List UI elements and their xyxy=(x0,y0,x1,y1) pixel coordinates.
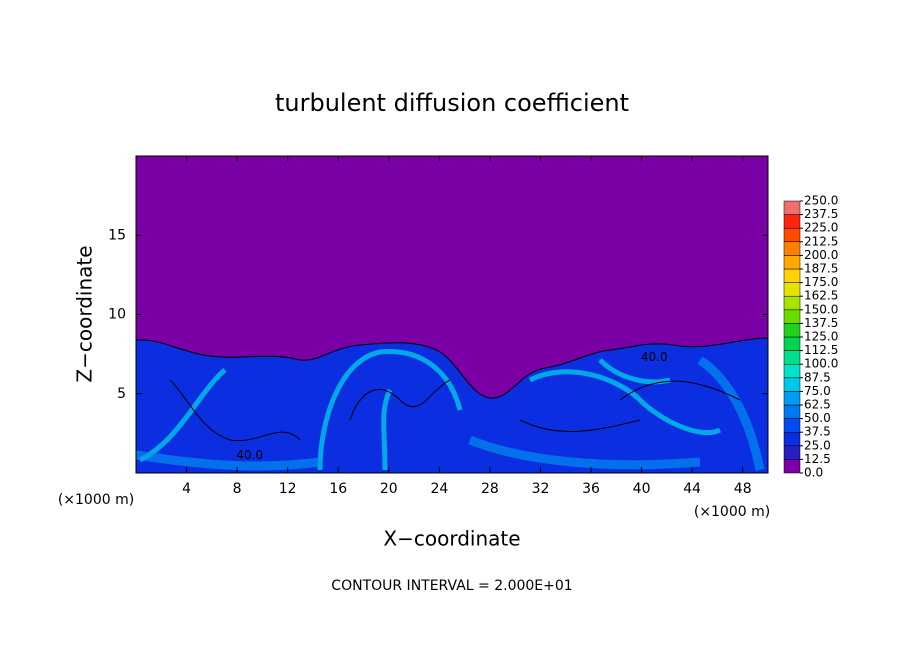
x-units: (×1000 m) xyxy=(58,492,134,508)
colorbar-label: 25.0 xyxy=(804,438,831,452)
colorbar-label: 112.5 xyxy=(804,343,838,357)
x-tick-label: 40 xyxy=(633,481,651,497)
colorbar-label: 237.5 xyxy=(804,207,838,221)
colorbar-box xyxy=(783,241,801,256)
colorbar-box xyxy=(783,268,801,283)
colorbar-box xyxy=(783,391,801,406)
colorbar-box xyxy=(783,404,801,419)
y-axis-label: Z−coordinate xyxy=(73,245,97,382)
x-tick-label: 28 xyxy=(481,481,499,497)
colorbar-box xyxy=(783,227,801,243)
x-tick-label: 4 xyxy=(182,481,191,497)
y-tick-label: 10 xyxy=(108,307,126,323)
field xyxy=(136,156,768,473)
colorbar-box xyxy=(783,445,801,460)
colorbar-label: 225.0 xyxy=(804,221,838,235)
colorbar-box xyxy=(783,295,801,311)
colorbar-label: 75.0 xyxy=(804,384,831,398)
colorbar-label: 37.5 xyxy=(804,425,831,439)
colorbar-box xyxy=(783,377,801,392)
colorbar-label: 0.0 xyxy=(804,466,823,480)
colorbar-label: 50.0 xyxy=(804,411,831,425)
x-tick-label: 12 xyxy=(279,481,297,497)
colorbar-box xyxy=(783,350,801,365)
colorbar-label: 87.5 xyxy=(804,370,831,384)
colorbar-label: 200.0 xyxy=(804,248,838,262)
colorbar-label: 187.5 xyxy=(804,262,838,276)
colorbar-label: 212.5 xyxy=(804,234,838,248)
colorbar-label: 162.5 xyxy=(804,289,838,303)
colorbar-box xyxy=(783,255,801,270)
y-tick-label: 5 xyxy=(117,386,126,402)
y-tick-label: 15 xyxy=(108,227,126,243)
x-tick-label: 8 xyxy=(233,481,242,497)
colorbar-box xyxy=(783,309,801,324)
colorbar-box xyxy=(783,323,801,338)
colorbar-box xyxy=(783,459,801,474)
x-tick-label: 20 xyxy=(380,481,398,497)
colorbar-label: 62.5 xyxy=(804,398,831,412)
colorbar-box xyxy=(783,200,801,215)
x-units: (×1000 m) xyxy=(694,504,770,520)
colorbar-label: 250.0 xyxy=(804,194,838,208)
chart-title: turbulent diffusion coefficient xyxy=(275,89,629,117)
x-tick-label: 24 xyxy=(430,481,448,497)
contour-label: 40.0 xyxy=(236,448,263,462)
colorbar-label: 12.5 xyxy=(804,452,831,466)
footer: CONTOUR INTERVAL = 2.000E+01 xyxy=(331,578,572,594)
x-tick-label: 48 xyxy=(734,481,752,497)
colorbar-box xyxy=(783,363,801,379)
colorbar-label: 175.0 xyxy=(804,275,838,289)
colorbar-box xyxy=(783,336,801,351)
x-tick-label: 36 xyxy=(582,481,600,497)
colorbar-box xyxy=(783,418,801,433)
colorbar-box xyxy=(783,431,801,447)
colorbar-label: 100.0 xyxy=(804,357,838,371)
x-tick-label: 32 xyxy=(532,481,550,497)
x-axis-label: X−coordinate xyxy=(383,527,520,551)
contour-label: 40.0 xyxy=(641,350,668,364)
colorbar-label: 125.0 xyxy=(804,330,838,344)
x-tick-label: 44 xyxy=(683,481,701,497)
colorbar-label: 137.5 xyxy=(804,316,838,330)
colorbar-box xyxy=(783,282,801,297)
x-tick-label: 16 xyxy=(329,481,347,497)
colorbar-label: 150.0 xyxy=(804,302,838,316)
colorbar-box xyxy=(783,214,801,229)
